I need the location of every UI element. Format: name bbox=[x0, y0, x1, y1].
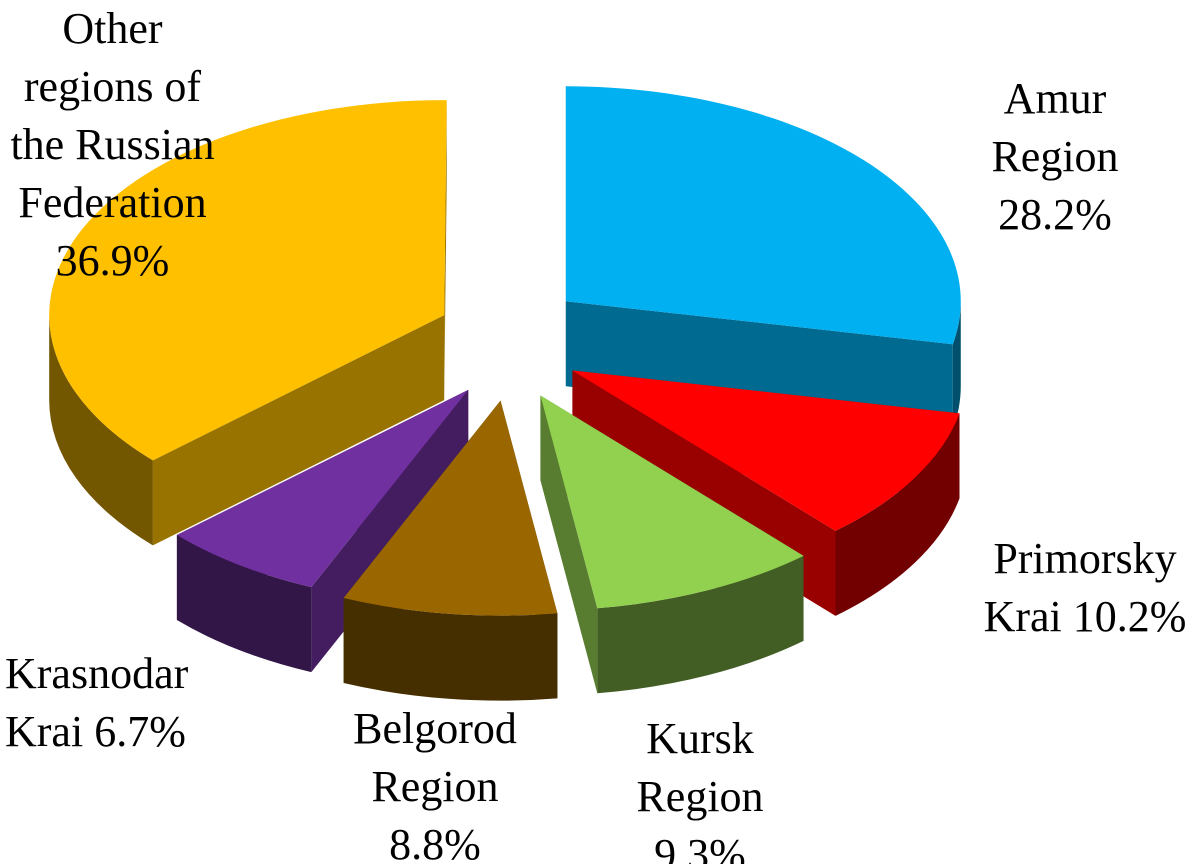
percent-label: 36.9% bbox=[55, 236, 170, 285]
slice-face bbox=[540, 395, 598, 694]
percent-label: 9.3% bbox=[654, 830, 746, 864]
slice bbox=[176, 389, 469, 588]
slice-side bbox=[952, 301, 961, 430]
slice bbox=[343, 400, 558, 616]
slice-face bbox=[444, 100, 447, 401]
slice bbox=[49, 100, 447, 461]
slice-face bbox=[152, 315, 445, 546]
percent-label: 6.7% bbox=[94, 707, 186, 756]
category-name: Kursk Region bbox=[636, 714, 764, 821]
slice-label: Amur Region 28.2% bbox=[940, 70, 1170, 244]
slice-label: Kursk Region 9.3% bbox=[600, 710, 800, 864]
slice-side bbox=[597, 555, 804, 694]
slice-face bbox=[565, 301, 953, 430]
slice-label: Primorsky Krai 10.2% bbox=[975, 530, 1195, 646]
category-name: Other regions of the Russian Federation bbox=[10, 4, 215, 227]
slice-side bbox=[176, 535, 312, 673]
slice bbox=[572, 370, 960, 531]
category-name: Belgorod Region bbox=[353, 704, 517, 811]
slice-label: Krasnodar Krai 6.7% bbox=[5, 645, 245, 761]
category-name: Primorsky Krai bbox=[983, 534, 1177, 641]
slice-label: Belgorod Region 8.8% bbox=[330, 700, 540, 864]
slice-side bbox=[343, 597, 558, 701]
percent-label: 8.8% bbox=[389, 820, 481, 864]
slice-side bbox=[49, 315, 153, 546]
slice bbox=[540, 395, 804, 609]
percent-label: 10.2% bbox=[1072, 592, 1187, 641]
percent-label: 28.2% bbox=[998, 190, 1112, 239]
category-name: Krasnodar Krai bbox=[5, 649, 189, 756]
slice-side bbox=[835, 413, 960, 616]
slice-label: Other regions of the Russian Federation … bbox=[0, 0, 225, 290]
slice bbox=[565, 86, 961, 345]
category-name: Amur Region bbox=[991, 74, 1119, 181]
